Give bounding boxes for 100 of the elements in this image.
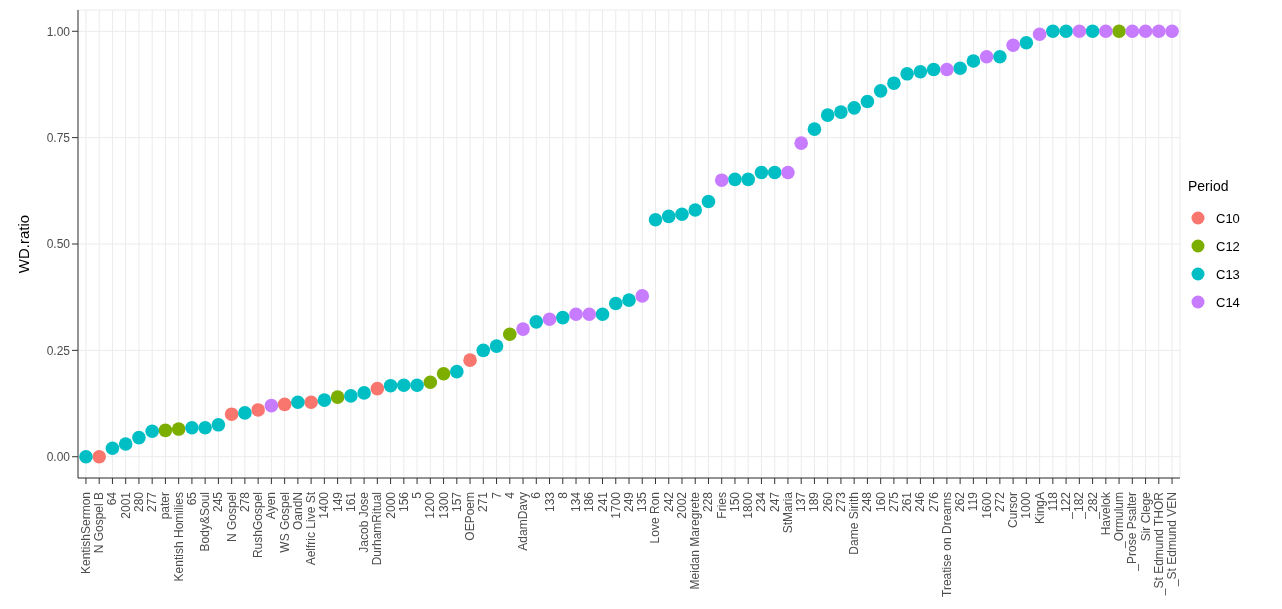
x-tick-label: 249	[622, 491, 636, 513]
point	[1165, 24, 1179, 39]
x-tick-label: 7	[489, 491, 504, 499]
point	[1112, 24, 1126, 39]
point	[277, 397, 292, 412]
point	[1099, 24, 1113, 39]
point	[224, 407, 239, 421]
x-tick-label: _282	[1085, 491, 1100, 520]
point	[648, 212, 663, 227]
point	[913, 64, 928, 79]
x-tick-label: Meidan Maregrete	[688, 491, 703, 590]
x-tick-label: Ayen	[264, 492, 279, 520]
x-tick-label: 161	[343, 491, 358, 513]
x-tick-label: Aelfric Live St	[304, 491, 319, 566]
point	[383, 378, 398, 393]
point	[900, 67, 914, 81]
point	[370, 381, 385, 396]
point	[198, 421, 212, 435]
point	[118, 437, 133, 451]
point	[688, 203, 703, 217]
legend-title: Period	[1188, 178, 1230, 194]
point	[754, 165, 769, 180]
point	[741, 172, 756, 187]
x-tick-label: WS Gospel	[277, 492, 292, 553]
point	[1072, 24, 1087, 39]
point	[794, 136, 808, 150]
y-tick-label: 0.25	[46, 343, 71, 358]
point	[105, 441, 120, 456]
point	[145, 424, 159, 438]
x-tick-label: 273	[833, 491, 848, 513]
point	[397, 378, 411, 393]
x-tick-label: KentishSermon	[78, 492, 93, 575]
point	[714, 173, 729, 187]
x-tick-label: 134	[569, 491, 584, 513]
point	[1125, 24, 1140, 39]
point	[569, 307, 583, 321]
point	[1138, 24, 1153, 39]
x-tick-label: 6	[529, 491, 544, 499]
x-tick-label: 5	[410, 491, 425, 499]
x-tick-label: 276	[926, 491, 941, 513]
x-tick-label: RushGospel	[251, 492, 266, 559]
point	[264, 398, 279, 413]
point	[608, 296, 623, 311]
x-tick-label: N Gospel B	[92, 492, 107, 554]
legend-label: C14	[1216, 294, 1240, 310]
point	[940, 62, 954, 77]
point	[423, 375, 438, 390]
point	[476, 343, 491, 358]
point	[979, 50, 994, 64]
x-tick-label: 137	[794, 491, 809, 513]
point	[450, 364, 464, 379]
x-tick-label: 272	[992, 491, 1007, 513]
x-tick-label: 4	[502, 491, 517, 499]
y-axis-title: WD.ratio	[15, 214, 33, 274]
y-tick-label: 0.00	[46, 449, 71, 464]
x-tick-label: Sir Clege	[1138, 491, 1153, 542]
point	[966, 54, 981, 68]
point	[834, 105, 848, 119]
point	[211, 418, 226, 432]
x-tick-label: 275	[886, 491, 901, 513]
point	[502, 327, 517, 341]
point	[993, 50, 1007, 64]
point	[847, 101, 861, 115]
x-tick-label: 245	[211, 491, 226, 513]
point	[317, 393, 332, 407]
point	[516, 322, 530, 336]
x-tick-label: 135	[635, 491, 650, 513]
x-tick-label: 261	[900, 491, 915, 513]
x-tick-label: Kentish Homilies	[171, 492, 186, 582]
legend-label: C13	[1216, 266, 1240, 282]
x-tick-label: 260	[820, 491, 835, 513]
x-tick-label: 262	[953, 491, 968, 513]
x-tick-label: Jacob Jose	[357, 491, 372, 553]
x-tick-label: 2002	[674, 491, 689, 519]
x-tick-label: 149	[330, 491, 345, 513]
point	[330, 390, 345, 404]
x-tick-label: 8	[555, 491, 570, 499]
x-tick-label: Body&Soul	[198, 492, 213, 552]
point	[291, 395, 305, 410]
x-tick-label: _St Edmund VEN	[1165, 492, 1180, 588]
x-tick-label: 2001	[118, 491, 133, 519]
x-tick-label: 1700	[608, 491, 623, 519]
x-tick-label: 157	[449, 491, 464, 513]
point	[251, 403, 265, 417]
point	[820, 108, 835, 122]
point	[887, 76, 901, 90]
x-tick-label: pater	[158, 492, 173, 520]
x-tick-label: AdamDavy	[516, 492, 531, 551]
point	[807, 122, 822, 136]
x-tick-label: 156	[396, 491, 411, 513]
x-tick-label: 1300	[436, 491, 451, 519]
point	[529, 315, 544, 329]
x-tick-label: 65	[184, 491, 199, 506]
point	[357, 386, 371, 400]
point	[1085, 24, 1100, 39]
point	[701, 194, 716, 209]
point	[1152, 24, 1166, 39]
legend-label: C10	[1216, 210, 1240, 226]
x-tick-label: 278	[237, 491, 252, 513]
x-tick-label: 2000	[383, 491, 398, 519]
